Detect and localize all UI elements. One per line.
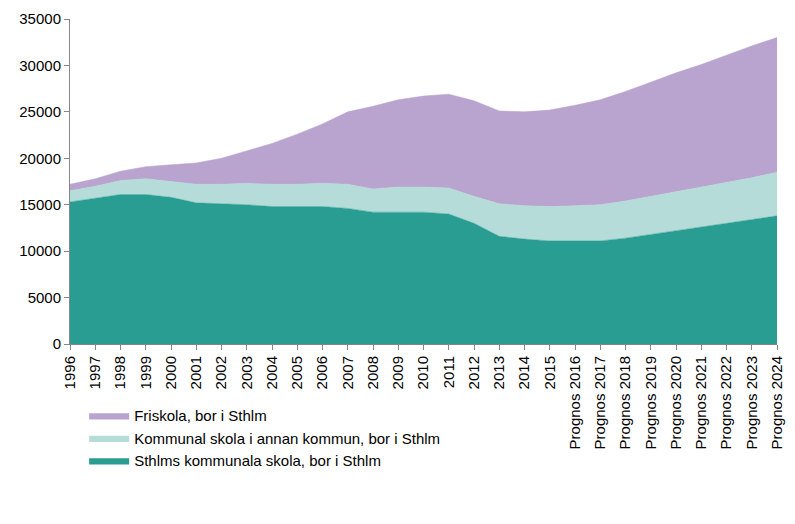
svg-text:5000: 5000	[28, 289, 61, 306]
svg-text:2001: 2001	[187, 356, 204, 389]
svg-text:2002: 2002	[212, 356, 229, 389]
svg-text:2012: 2012	[465, 356, 482, 389]
svg-text:2003: 2003	[238, 356, 255, 389]
svg-text:1998: 1998	[111, 356, 128, 389]
svg-text:Prognos 2016: Prognos 2016	[566, 356, 583, 449]
svg-text:2004: 2004	[263, 356, 280, 389]
svg-text:Prognos 2024: Prognos 2024	[768, 356, 785, 449]
svg-text:2013: 2013	[490, 356, 507, 389]
svg-text:Prognos 2020: Prognos 2020	[667, 356, 684, 449]
svg-text:1999: 1999	[137, 356, 154, 389]
svg-text:35000: 35000	[19, 10, 61, 27]
svg-text:Kommunal skola i annan kommun,: Kommunal skola i annan kommun, bor i Sth…	[134, 430, 440, 447]
svg-text:2014: 2014	[515, 356, 532, 389]
svg-text:20000: 20000	[19, 150, 61, 167]
svg-text:2006: 2006	[313, 356, 330, 389]
svg-text:2009: 2009	[389, 356, 406, 389]
svg-text:Prognos 2019: Prognos 2019	[642, 356, 659, 449]
svg-text:1996: 1996	[61, 356, 78, 389]
svg-text:2008: 2008	[364, 356, 381, 389]
svg-text:2010: 2010	[414, 356, 431, 389]
svg-text:1997: 1997	[86, 356, 103, 389]
svg-text:2000: 2000	[162, 356, 179, 389]
svg-text:2015: 2015	[541, 356, 558, 389]
svg-text:2005: 2005	[288, 356, 305, 389]
svg-text:2007: 2007	[339, 356, 356, 389]
svg-text:30000: 30000	[19, 57, 61, 74]
svg-text:Friskola, bor i Sthlm: Friskola, bor i Sthlm	[134, 407, 267, 424]
svg-text:0: 0	[53, 335, 61, 352]
svg-text:15000: 15000	[19, 196, 61, 213]
svg-text:25000: 25000	[19, 103, 61, 120]
svg-text:Prognos 2023: Prognos 2023	[743, 356, 760, 449]
svg-text:Prognos 2018: Prognos 2018	[616, 356, 633, 449]
svg-text:Prognos 2022: Prognos 2022	[717, 356, 734, 449]
svg-text:Prognos 2021: Prognos 2021	[692, 356, 709, 449]
svg-text:2011: 2011	[440, 356, 457, 388]
svg-text:Prognos 2017: Prognos 2017	[591, 356, 608, 449]
svg-text:Sthlms kommunala skola, bor i: Sthlms kommunala skola, bor i Sthlm	[134, 452, 381, 469]
svg-text:10000: 10000	[19, 242, 61, 259]
